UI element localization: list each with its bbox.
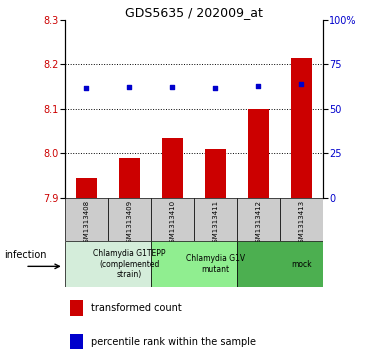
Bar xyxy=(151,241,237,287)
Bar xyxy=(162,138,183,198)
Text: Chlamydia G1V
mutant: Chlamydia G1V mutant xyxy=(186,254,245,274)
Text: GSM1313408: GSM1313408 xyxy=(83,200,89,247)
Bar xyxy=(65,198,108,241)
Text: infection: infection xyxy=(4,250,46,260)
Text: GSM1313413: GSM1313413 xyxy=(298,200,304,247)
Bar xyxy=(65,241,151,287)
Bar xyxy=(108,198,151,241)
Point xyxy=(255,83,261,89)
Point xyxy=(298,82,304,87)
Bar xyxy=(280,198,323,241)
Title: GDS5635 / 202009_at: GDS5635 / 202009_at xyxy=(125,6,263,19)
Bar xyxy=(119,158,140,198)
Point xyxy=(83,85,89,90)
Text: Chlamydia G1TEPP
(complemented
strain): Chlamydia G1TEPP (complemented strain) xyxy=(93,249,165,279)
Text: transformed count: transformed count xyxy=(91,303,181,313)
Bar xyxy=(237,241,323,287)
Point xyxy=(170,84,175,90)
Text: percentile rank within the sample: percentile rank within the sample xyxy=(91,337,256,347)
Bar xyxy=(151,198,194,241)
Text: mock: mock xyxy=(291,260,312,269)
Point xyxy=(127,84,132,90)
Text: GSM1313411: GSM1313411 xyxy=(212,200,219,247)
Bar xyxy=(70,334,83,349)
Bar xyxy=(76,178,97,198)
Bar xyxy=(237,198,280,241)
Bar xyxy=(70,301,83,316)
Bar xyxy=(194,198,237,241)
Bar xyxy=(290,58,312,198)
Bar xyxy=(247,109,269,198)
Point xyxy=(212,85,218,90)
Text: GSM1313412: GSM1313412 xyxy=(255,200,261,247)
Bar xyxy=(204,149,226,198)
Text: GSM1313409: GSM1313409 xyxy=(127,200,132,247)
Text: GSM1313410: GSM1313410 xyxy=(169,200,175,247)
